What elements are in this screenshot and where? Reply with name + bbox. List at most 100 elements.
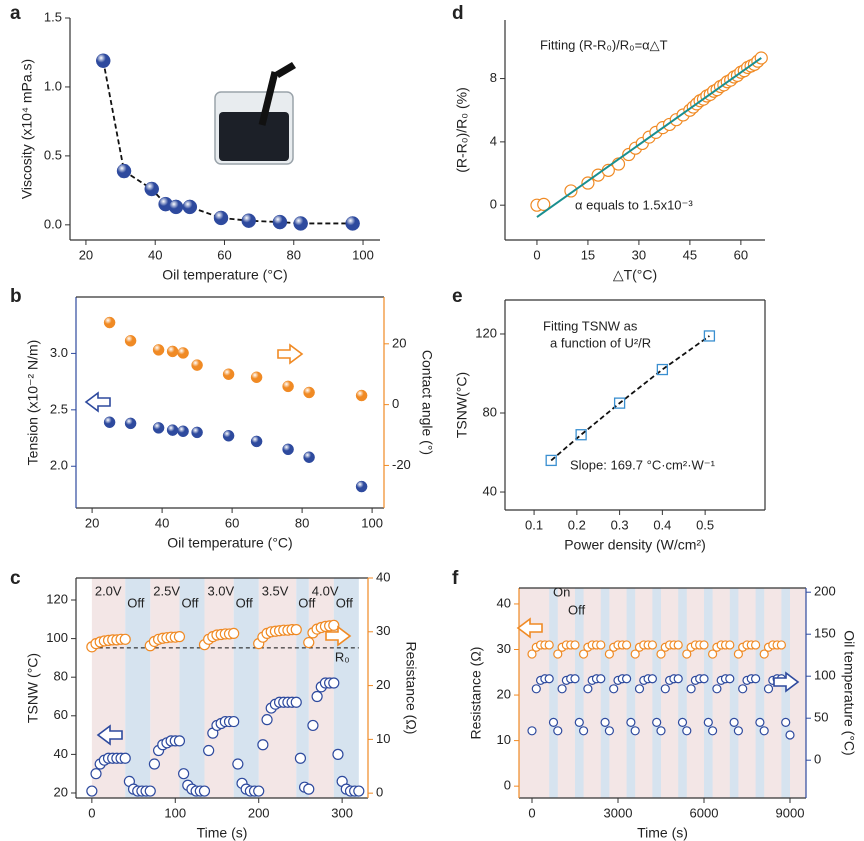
y-tick-label: 1.0 bbox=[44, 78, 62, 93]
x-axis-title: △T(°C) bbox=[613, 267, 657, 283]
data-point bbox=[682, 649, 692, 659]
data-point bbox=[656, 726, 666, 736]
data-point bbox=[90, 768, 102, 780]
beaker-rod bbox=[258, 71, 279, 126]
x-tick-label: 60 bbox=[734, 247, 748, 262]
x-tick-label: 40 bbox=[155, 515, 169, 530]
x-axis-title: Time (s) bbox=[197, 825, 248, 841]
off-phase bbox=[600, 588, 610, 798]
x-tick-label: 60 bbox=[225, 515, 239, 530]
data-point bbox=[647, 674, 657, 684]
on-phase bbox=[204, 578, 234, 798]
data-point bbox=[253, 785, 265, 797]
data-point bbox=[574, 717, 584, 728]
data-point bbox=[652, 717, 662, 728]
data-point bbox=[119, 752, 131, 764]
phase-label: Off bbox=[181, 595, 198, 610]
data-point bbox=[103, 316, 116, 329]
data-point bbox=[332, 748, 344, 760]
x-tick-label: 100 bbox=[164, 805, 186, 820]
data-point bbox=[144, 785, 156, 797]
data-point bbox=[673, 640, 683, 650]
off-phase bbox=[652, 588, 661, 798]
y-axis-title: Tension (x10⁻² N/m) bbox=[25, 340, 41, 466]
y-tick-label: 40 bbox=[483, 483, 497, 498]
x-tick-label: 0.3 bbox=[611, 517, 629, 532]
annotation: On bbox=[553, 584, 570, 599]
data-point bbox=[182, 199, 198, 215]
data-point bbox=[307, 719, 319, 732]
data-point bbox=[621, 674, 632, 684]
data-point bbox=[228, 627, 240, 640]
phase-label: 3.5V bbox=[262, 583, 289, 598]
data-point bbox=[600, 717, 610, 728]
panel-label: b bbox=[10, 286, 22, 307]
axis-arrow bbox=[96, 724, 123, 746]
x-axis-title: Oil temperature (°C) bbox=[162, 267, 287, 283]
y-tick-label: 20 bbox=[497, 686, 511, 701]
data-point bbox=[703, 330, 716, 342]
data-point bbox=[257, 739, 269, 751]
data-point bbox=[119, 633, 131, 645]
y2-axis-title: Oil temperature (°C) bbox=[841, 630, 857, 755]
data-point bbox=[144, 181, 159, 197]
y-tick-label: 0 bbox=[490, 197, 497, 212]
x-tick-label: 3000 bbox=[604, 805, 633, 820]
annotation: α equals to 1.5x10⁻³ bbox=[575, 197, 693, 212]
data-point bbox=[294, 752, 307, 764]
x-tick-label: 45 bbox=[683, 247, 697, 262]
data-point bbox=[733, 649, 743, 659]
y-tick-label: 30 bbox=[497, 641, 511, 656]
data-point bbox=[103, 416, 116, 428]
y-tick-label: 3.0 bbox=[50, 345, 68, 360]
y-tick-label: 120 bbox=[46, 591, 68, 606]
data-point bbox=[250, 371, 263, 384]
y2-tick-label: 10 bbox=[376, 731, 390, 746]
off-phase bbox=[179, 578, 205, 798]
x-tick-label: 0 bbox=[528, 805, 535, 820]
data-point bbox=[751, 640, 761, 650]
data-point bbox=[634, 684, 645, 694]
data-point bbox=[596, 674, 606, 684]
data-point bbox=[328, 677, 340, 689]
y2-tick-label: 0 bbox=[814, 752, 821, 767]
data-point bbox=[570, 640, 580, 650]
data-point bbox=[630, 649, 640, 659]
data-point bbox=[677, 717, 688, 728]
y2-tick-label: 20 bbox=[392, 335, 406, 350]
series-line bbox=[536, 57, 762, 218]
data-point bbox=[228, 715, 240, 728]
y-tick-label: 8 bbox=[490, 70, 497, 85]
y-axis-title: TSNW(°C) bbox=[454, 372, 470, 438]
y-tick-label: 80 bbox=[483, 404, 497, 419]
y-tick-label: 10 bbox=[497, 732, 511, 747]
axis-arrow bbox=[325, 625, 352, 647]
data-point bbox=[729, 717, 739, 728]
annotation: Slope: 169.7 °C·cm²·W⁻¹ bbox=[570, 457, 716, 472]
y-tick-label: 0.5 bbox=[44, 147, 62, 162]
data-point bbox=[707, 726, 718, 736]
x-tick-label: 100 bbox=[352, 247, 374, 262]
data-point bbox=[759, 649, 769, 659]
data-point bbox=[781, 717, 791, 728]
data-point bbox=[311, 690, 323, 703]
data-point bbox=[544, 674, 554, 684]
data-point bbox=[673, 674, 683, 684]
data-point bbox=[116, 163, 132, 179]
x-tick-label: 6000 bbox=[690, 805, 719, 820]
data-point bbox=[682, 726, 692, 736]
y-tick-label: 40 bbox=[497, 595, 511, 610]
x-axis-title: Oil temperature (°C) bbox=[167, 535, 292, 551]
data-point bbox=[178, 768, 190, 780]
data-point bbox=[213, 210, 229, 226]
data-point bbox=[733, 726, 743, 736]
y2-tick-label: 50 bbox=[814, 710, 828, 725]
x-axis-title: Time (s) bbox=[637, 825, 688, 841]
beaker-spatula bbox=[275, 62, 296, 78]
y2-tick-label: -20 bbox=[392, 457, 411, 472]
y2-axis-title: Resistance (Ω) bbox=[403, 642, 419, 735]
data-point bbox=[656, 649, 666, 659]
panel-label: e bbox=[452, 286, 463, 307]
